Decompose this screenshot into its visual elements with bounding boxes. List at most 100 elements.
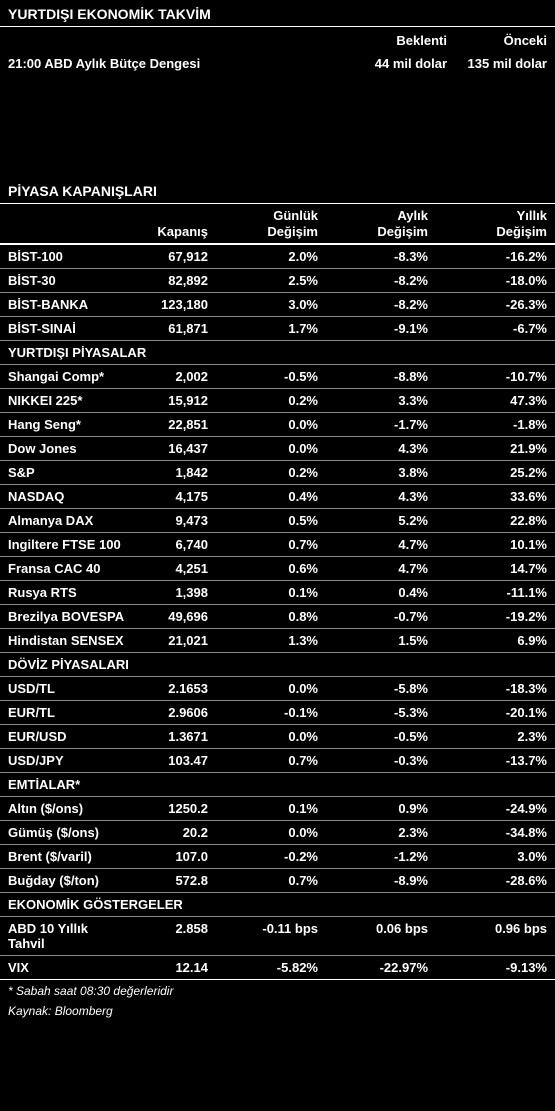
calendar-title: YURTDIŞI EKONOMİK TAKVİM (0, 0, 555, 26)
cell-m: -8.2% (318, 297, 428, 312)
cell-close: 2,002 (128, 369, 208, 384)
cell-y: 2.3% (428, 729, 547, 744)
cell-m: -22.97% (318, 960, 428, 975)
cell-name: Hang Seng* (8, 417, 128, 432)
group-subhead: YURTDIŞI PİYASALAR (0, 341, 555, 365)
cell-y: 47.3% (428, 393, 547, 408)
cell-d: 3.0% (208, 297, 318, 312)
col-prev: Önceki (447, 33, 547, 48)
cell-y: -24.9% (428, 801, 547, 816)
cell-y: 22.8% (428, 513, 547, 528)
cell-d: -0.2% (208, 849, 318, 864)
cell-y: -9.13% (428, 960, 547, 975)
col-yearly: YıllıkDeğişim (428, 208, 547, 239)
cell-d: 0.7% (208, 753, 318, 768)
cell-y: -28.6% (428, 873, 547, 888)
cell-close: 107.0 (128, 849, 208, 864)
cell-name: Shangai Comp* (8, 369, 128, 384)
cell-close: 1250.2 (128, 801, 208, 816)
cell-y: -18.3% (428, 681, 547, 696)
cell-name: BİST-100 (8, 249, 128, 264)
cell-name: Hindistan SENSEX (8, 633, 128, 648)
cell-y: -20.1% (428, 705, 547, 720)
cell-y: -19.2% (428, 609, 547, 624)
footnote-time: * Sabah saat 08:30 değerleridir (0, 980, 555, 1000)
cell-name: Brezilya BOVESPA (8, 609, 128, 624)
cell-y: 33.6% (428, 489, 547, 504)
table-row: VIX12.14-5.82%-22.97%-9.13% (0, 956, 555, 979)
cell-m: 4.7% (318, 537, 428, 552)
cell-m: -5.3% (318, 705, 428, 720)
col-monthly: AylıkDeğişim (318, 208, 428, 239)
markets-header: Kapanış GünlükDeğişim AylıkDeğişim Yıllı… (0, 204, 555, 243)
cell-m: -8.8% (318, 369, 428, 384)
cell-d: -5.82% (208, 960, 318, 975)
cell-name: Altın ($/ons) (8, 801, 128, 816)
cell-close: 4,175 (128, 489, 208, 504)
cell-close: 16,437 (128, 441, 208, 456)
cell-d: 0.0% (208, 441, 318, 456)
cell-name: Fransa CAC 40 (8, 561, 128, 576)
table-row: BİST-10067,9122.0%-8.3%-16.2% (0, 245, 555, 269)
cell-name: BİST-SINAİ (8, 321, 128, 336)
table-row: Dow Jones16,4370.0%4.3%21.9% (0, 437, 555, 461)
table-row: Brezilya BOVESPA49,6960.8%-0.7%-19.2% (0, 605, 555, 629)
cell-d: 0.8% (208, 609, 318, 624)
table-row: ABD 10 Yıllık Tahvil2.858-0.11 bps0.06 b… (0, 917, 555, 956)
table-row: Fransa CAC 404,2510.6%4.7%14.7% (0, 557, 555, 581)
cell-name: USD/JPY (8, 753, 128, 768)
cell-d: 0.2% (208, 465, 318, 480)
cell-close: 6,740 (128, 537, 208, 552)
cell-y: -13.7% (428, 753, 547, 768)
cell-name: EUR/TL (8, 705, 128, 720)
table-row: Buğday ($/ton)572.80.7%-8.9%-28.6% (0, 869, 555, 893)
cell-m: -1.7% (318, 417, 428, 432)
cell-d: 2.0% (208, 249, 318, 264)
cell-y: 25.2% (428, 465, 547, 480)
table-row: Shangai Comp*2,002-0.5%-8.8%-10.7% (0, 365, 555, 389)
cell-d: 0.6% (208, 561, 318, 576)
table-row: Hindistan SENSEX21,0211.3%1.5%6.9% (0, 629, 555, 653)
cell-y: 0.96 bps (428, 921, 547, 951)
table-row: EUR/USD1.36710.0%-0.5%2.3% (0, 725, 555, 749)
cell-y: -10.7% (428, 369, 547, 384)
col-daily: GünlükDeğişim (208, 208, 318, 239)
cell-y: -11.1% (428, 585, 547, 600)
cell-close: 22,851 (128, 417, 208, 432)
cell-close: 9,473 (128, 513, 208, 528)
cell-m: 3.3% (318, 393, 428, 408)
cell-d: 1.7% (208, 321, 318, 336)
cell-m: -1.2% (318, 849, 428, 864)
cell-close: 4,251 (128, 561, 208, 576)
cell-m: 0.06 bps (318, 921, 428, 951)
cell-close: 67,912 (128, 249, 208, 264)
table-row: BİST-BANKA123,1803.0%-8.2%-26.3% (0, 293, 555, 317)
cell-m: -0.3% (318, 753, 428, 768)
report-container: YURTDIŞI EKONOMİK TAKVİM Beklenti Önceki… (0, 0, 555, 1020)
cell-name: EUR/USD (8, 729, 128, 744)
cell-name: Rusya RTS (8, 585, 128, 600)
cell-d: 0.4% (208, 489, 318, 504)
event-label: 21:00 ABD Aylık Bütçe Dengesi (8, 56, 347, 71)
cell-y: -26.3% (428, 297, 547, 312)
cell-d: -0.5% (208, 369, 318, 384)
cell-close: 103.47 (128, 753, 208, 768)
table-row: Rusya RTS1,3980.1%0.4%-11.1% (0, 581, 555, 605)
cell-d: 0.5% (208, 513, 318, 528)
cell-m: -8.9% (318, 873, 428, 888)
cell-close: 1.3671 (128, 729, 208, 744)
group-subhead: DÖVİZ PİYASALARI (0, 653, 555, 677)
cell-close: 2.858 (128, 921, 208, 951)
cell-name: Almanya DAX (8, 513, 128, 528)
calendar-event-row: 21:00 ABD Aylık Bütçe Dengesi 44 mil dol… (0, 52, 555, 77)
cell-name: USD/TL (8, 681, 128, 696)
cell-m: 5.2% (318, 513, 428, 528)
spacer (0, 77, 555, 177)
cell-close: 1,398 (128, 585, 208, 600)
table-row: Hang Seng*22,8510.0%-1.7%-1.8% (0, 413, 555, 437)
cell-m: 2.3% (318, 825, 428, 840)
group-subhead: EMTİALAR* (0, 773, 555, 797)
cell-d: 0.0% (208, 681, 318, 696)
cell-y: -16.2% (428, 249, 547, 264)
cell-d: 0.0% (208, 417, 318, 432)
